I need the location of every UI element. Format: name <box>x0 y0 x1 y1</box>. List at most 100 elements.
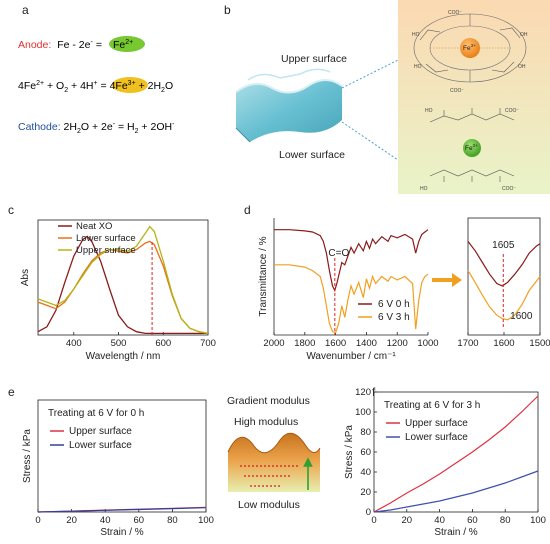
x-tick-label: 600 <box>155 338 171 349</box>
carbonyl-annotation: C=O <box>328 248 349 259</box>
connector-lower <box>341 121 399 161</box>
svg-text:COO⁻: COO⁻ <box>450 88 464 94</box>
high-modulus-label: High modulus <box>234 416 298 428</box>
x-tick-label: 100 <box>530 515 546 526</box>
y-tick-label: 60 <box>360 447 371 458</box>
lower-complex-structure: HO COO⁻ HO COO⁻ <box>420 108 519 192</box>
y-tick-label: 100 <box>355 407 371 418</box>
x-tick-label: 40 <box>100 515 111 526</box>
lower-surface-label: Lower surface <box>279 149 345 161</box>
fe3-highlight <box>112 77 148 93</box>
svg-text:HO: HO <box>412 32 420 38</box>
x-tick-label: 1400 <box>356 338 377 349</box>
legend-label: Upper surface <box>69 426 132 437</box>
x-tick-label: 80 <box>167 515 178 526</box>
x-tick-label: 100 <box>198 515 214 526</box>
x-tick-label: 400 <box>66 338 82 349</box>
legend-label: Neat XO <box>76 221 112 232</box>
y-axis-label: Transmittance / % <box>258 236 269 316</box>
inset-label-1600: 1600 <box>510 311 533 322</box>
connector-upper <box>341 59 399 89</box>
y-axis-label: Stress / kPa <box>344 425 355 479</box>
oxidation-equation: 4Fe2+ + O2 + 4H+ = 4Fe3+ + 2H2O <box>18 80 173 94</box>
cathode-equation: Cathode: 2H2O + 2e- = H2 + 2OH- <box>18 121 175 135</box>
legend-label: Lower surface <box>76 233 136 244</box>
svg-text:HO: HO <box>425 108 433 114</box>
svg-text:COO⁻: COO⁻ <box>502 186 516 192</box>
series-line-0 <box>37 235 208 335</box>
fe2-highlight <box>109 36 145 52</box>
hydrogel-block <box>235 68 343 143</box>
fe2-product: Fe2+ <box>113 39 133 51</box>
panel-b-schematic: Upper surface Lower surface COO⁻ HO OH H… <box>235 0 550 194</box>
series-line-1 <box>274 264 429 334</box>
svg-text:HO: HO <box>414 64 422 70</box>
anode-equation: Anode: Fe - 2e- = <box>18 39 102 51</box>
y-tick-label: 80 <box>360 427 371 438</box>
panel-letter-e: e <box>8 385 15 399</box>
x-tick-label: 40 <box>434 515 445 526</box>
fe2-ion <box>463 139 481 157</box>
chart-f-stress-strain: 0 20 40 60 80 100 0 20 40 60 80 100 120 Strain / % Str… <box>344 387 546 538</box>
y-axis-label: Stress / kPa <box>22 429 33 483</box>
inset-label-1605: 1605 <box>492 240 515 251</box>
fe2-ion-label: Fe2+ <box>465 143 478 152</box>
x-tick-label: 500 <box>111 338 127 349</box>
y-tick-label: 20 <box>360 487 371 498</box>
legend-label: Upper surface <box>76 245 136 256</box>
x-tick-label: 1600 <box>325 338 346 349</box>
molecular-structure-panel <box>398 0 550 194</box>
x-tick-label: 20 <box>66 515 77 526</box>
plot-frame <box>37 399 207 513</box>
y-tick-label: 120 <box>355 387 371 398</box>
fe3-ion <box>460 38 480 58</box>
inset-series-0 <box>467 241 541 287</box>
low-modulus-label: Low modulus <box>238 499 300 511</box>
series-line-1 <box>37 507 207 513</box>
chart-e-stress-strain: 0 20 40 60 80 100 Strain / % Stress / kPa Treati… <box>22 399 214 538</box>
panel-letter-d: d <box>244 203 251 217</box>
chart-d-ftir: 2000 1800 1600 1400 1200 1000 Wavenumber / cm⁻… <box>258 217 550 362</box>
treatment-annotation: Treating at 6 V for 3 h <box>384 400 480 411</box>
x-axis-label: Wavelength / nm <box>86 351 161 362</box>
series-line-2 <box>37 225 209 335</box>
x-tick-label: 60 <box>467 515 478 526</box>
legend-label: 6 V 0 h <box>378 299 410 310</box>
inset-x-tick-label: 1500 <box>529 338 550 349</box>
legend-label: Lower surface <box>69 440 132 451</box>
x-axis-label: Strain / % <box>434 527 477 538</box>
series-line-1 <box>373 470 539 513</box>
x-axis-label: Wavenumber / cm⁻¹ <box>306 351 396 362</box>
panel-a-equations: Anode: Fe - 2e- = Fe2+ 4Fe2+ + O2 + 4H+ =… <box>18 36 175 135</box>
inset-x-tick-label: 1600 <box>493 338 514 349</box>
x-tick-label: 700 <box>200 338 216 349</box>
upper-surface-label: Upper surface <box>281 53 347 65</box>
x-tick-label: 0 <box>35 515 40 526</box>
x-tick-label: 60 <box>134 515 145 526</box>
legend-label: 6 V 3 h <box>378 312 410 323</box>
gradient-modulus-title: Gradient modulus <box>227 395 310 407</box>
upper-complex-structure: COO⁻ HO OH HO OH COO⁻ <box>412 10 528 94</box>
inset-series-1 <box>467 270 541 321</box>
legend-label: Upper surface <box>405 418 468 429</box>
y-tick-label: 40 <box>360 467 371 478</box>
gradient-modulus-schematic: Gradient modulus High modulus Low modulu… <box>227 395 321 511</box>
plot-frame <box>37 219 209 336</box>
cathode-label: Cathode: <box>18 121 61 133</box>
svg-text:OH: OH <box>518 64 526 70</box>
svg-text:HO: HO <box>420 186 428 192</box>
inset-arrow <box>432 273 462 287</box>
svg-text:OH: OH <box>520 32 528 38</box>
treatment-annotation: Treating at 6 V for 0 h <box>48 408 144 419</box>
series-line-0 <box>373 395 539 513</box>
svg-text:COO⁻: COO⁻ <box>448 10 462 16</box>
fe3-ion-label: Fe3+ <box>463 43 476 52</box>
svg-text:COO⁻: COO⁻ <box>505 108 519 114</box>
x-tick-label: 1000 <box>417 338 438 349</box>
panel-letter-c: c <box>8 203 14 217</box>
x-tick-label: 1800 <box>294 338 315 349</box>
x-axis-label: Strain / % <box>100 527 143 538</box>
y-tick-label: 0 <box>366 507 371 518</box>
y-axis-label: Abs <box>20 269 31 286</box>
x-tick-label: 2000 <box>263 338 284 349</box>
